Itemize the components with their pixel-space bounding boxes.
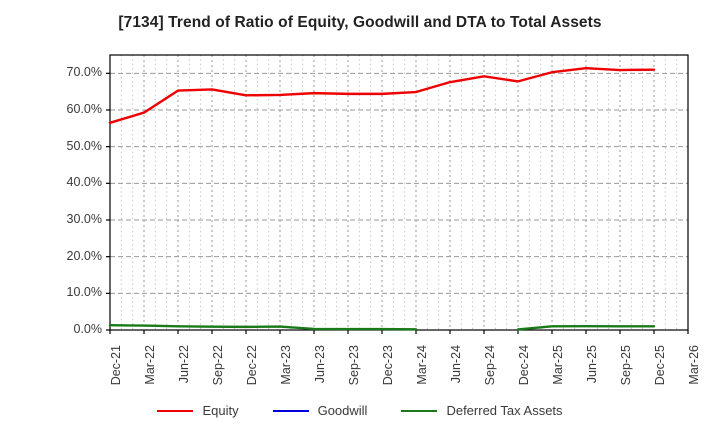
legend-entry[interactable]: Goodwill xyxy=(272,403,368,418)
legend-label: Deferred Tax Assets xyxy=(446,403,563,418)
x-tick-label: Dec-21 xyxy=(109,345,123,386)
y-tick-label: 70.0% xyxy=(66,65,102,80)
legend-line-swatch xyxy=(272,409,309,412)
chart-legend: Equity Goodwill Deferred Tax Assets xyxy=(0,403,720,418)
x-tick-marks xyxy=(109,330,689,334)
y-tick-label: 20.0% xyxy=(66,248,102,263)
x-tick-label: Sep-23 xyxy=(347,345,361,386)
x-tick-label: Sep-22 xyxy=(211,345,225,386)
gridlines-horizontal xyxy=(110,72,688,294)
x-tick-label: Jun-23 xyxy=(313,345,327,384)
legend-label: Goodwill xyxy=(317,403,368,418)
x-tick-label: Dec-24 xyxy=(517,345,531,386)
x-tick-label: Jun-22 xyxy=(177,345,191,384)
y-tick-marks xyxy=(106,72,110,331)
data-series-layer xyxy=(108,66,656,331)
chart-title: [7134] Trend of Ratio of Equity, Goodwil… xyxy=(118,14,602,31)
y-tick-label: 10.0% xyxy=(66,285,102,300)
gridlines-major-vertical xyxy=(143,55,655,330)
x-tick-label: Mar-26 xyxy=(687,345,701,385)
x-tick-label: Jun-25 xyxy=(585,345,599,384)
x-tick-label: Sep-25 xyxy=(619,345,633,386)
y-tick-label: 30.0% xyxy=(66,212,102,226)
legend-entry[interactable]: Equity xyxy=(157,403,239,418)
gridlines-minor-vertical xyxy=(120,55,678,330)
x-tick-label: Mar-23 xyxy=(279,345,293,385)
x-tick-label: Mar-24 xyxy=(415,345,429,385)
x-tick-label: Dec-23 xyxy=(381,345,395,386)
y-tick-label: 60.0% xyxy=(66,102,102,116)
axis-frame xyxy=(109,54,689,331)
x-tick-label: Mar-22 xyxy=(143,345,157,385)
legend-label: Equity xyxy=(202,403,239,418)
y-tick-label: 50.0% xyxy=(66,138,102,153)
legend-line-swatch xyxy=(401,409,438,412)
legend-entry[interactable]: Deferred Tax Assets xyxy=(401,403,563,418)
x-tick-label: Dec-25 xyxy=(653,345,667,386)
legend-line-swatch xyxy=(157,409,194,412)
y-tick-label: 40.0% xyxy=(66,175,102,190)
x-tick-label: Mar-25 xyxy=(551,345,565,385)
x-tick-label: Jun-24 xyxy=(449,345,463,384)
y-tick-label: 0.0% xyxy=(73,322,103,336)
x-tick-label: Sep-24 xyxy=(483,345,497,386)
x-tick-label: Dec-22 xyxy=(245,345,259,386)
